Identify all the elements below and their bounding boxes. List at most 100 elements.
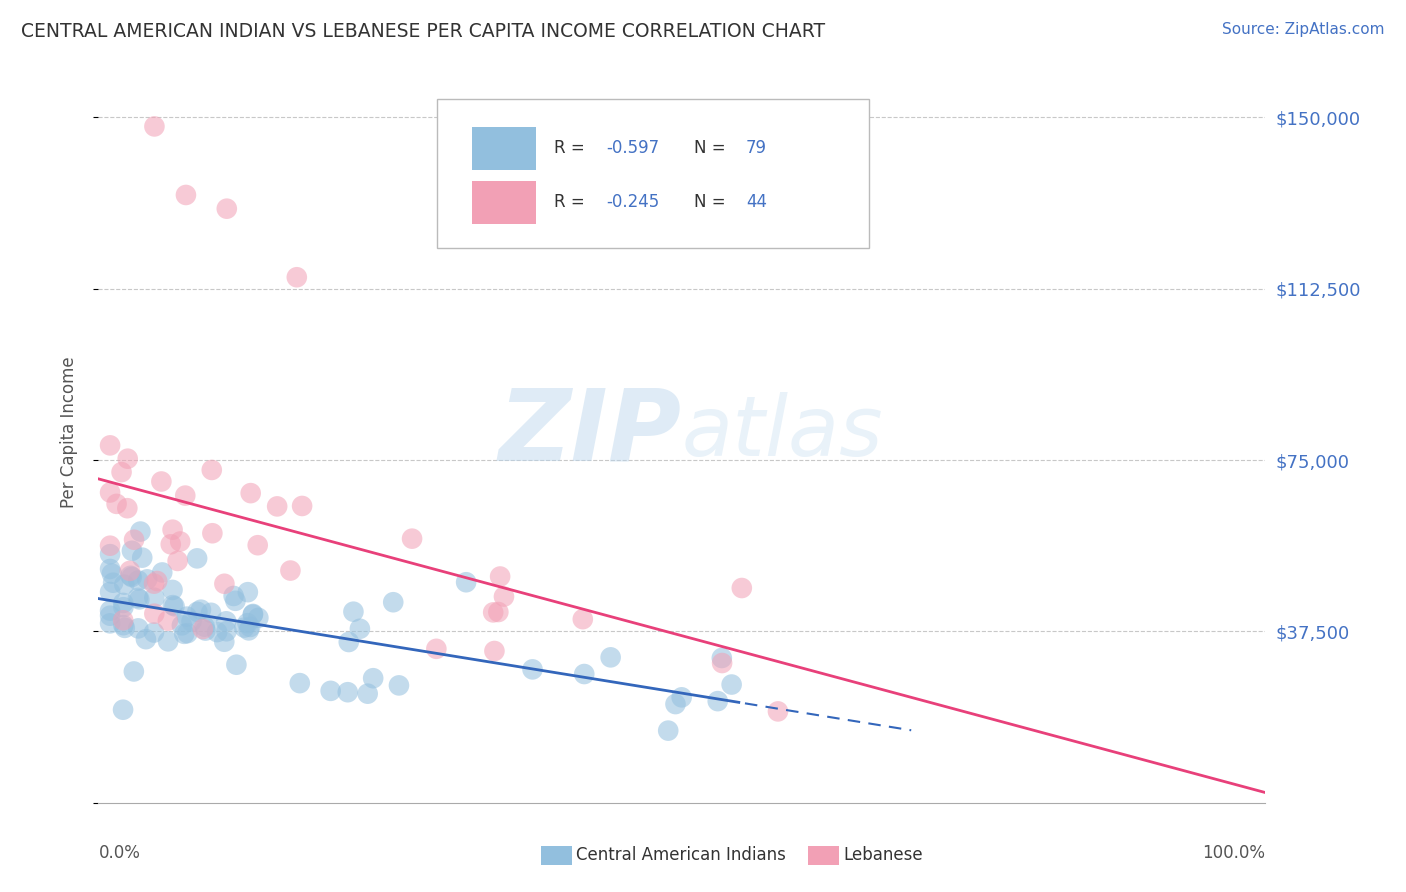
- Point: [98, 604, 121, 618]
- Point: [236, 616, 259, 631]
- Point: [319, 684, 342, 698]
- Point: [120, 569, 142, 583]
- Point: [291, 499, 314, 513]
- Point: [127, 574, 149, 588]
- Text: R =: R =: [554, 139, 589, 157]
- Point: [170, 618, 193, 632]
- Point: [122, 533, 145, 547]
- Point: [194, 620, 217, 634]
- Point: [98, 562, 121, 576]
- Point: [127, 621, 149, 635]
- Point: [266, 500, 288, 514]
- Text: Lebanese: Lebanese: [844, 847, 924, 864]
- Point: [136, 572, 159, 586]
- Point: [176, 626, 198, 640]
- Point: [242, 607, 264, 622]
- Point: [186, 605, 208, 619]
- Point: [191, 622, 214, 636]
- Point: [357, 687, 380, 701]
- Point: [112, 600, 135, 615]
- Point: [122, 665, 145, 679]
- Point: [135, 632, 157, 647]
- Point: [574, 667, 596, 681]
- Point: [224, 594, 246, 608]
- Point: [361, 671, 384, 685]
- Point: [117, 451, 139, 466]
- Point: [711, 656, 734, 670]
- Text: Central American Indians: Central American Indians: [576, 847, 786, 864]
- Point: [173, 627, 195, 641]
- Point: [176, 609, 198, 624]
- Point: [349, 622, 371, 636]
- Point: [425, 641, 447, 656]
- Point: [143, 625, 166, 640]
- Point: [657, 723, 679, 738]
- Point: [236, 585, 259, 599]
- Point: [201, 526, 224, 541]
- Point: [174, 188, 197, 202]
- Point: [98, 539, 121, 553]
- Point: [101, 566, 124, 581]
- Point: [382, 595, 405, 609]
- Point: [156, 614, 179, 628]
- Point: [98, 585, 121, 599]
- Point: [150, 475, 173, 489]
- Y-axis label: Per Capita Income: Per Capita Income: [59, 357, 77, 508]
- Point: [239, 486, 262, 500]
- Point: [166, 554, 188, 568]
- Point: [242, 607, 264, 621]
- Text: atlas: atlas: [682, 392, 883, 473]
- Text: 44: 44: [747, 194, 768, 211]
- Point: [143, 591, 166, 605]
- Point: [280, 564, 302, 578]
- Point: [128, 592, 150, 607]
- Point: [117, 501, 139, 516]
- Point: [162, 582, 184, 597]
- Point: [342, 605, 364, 619]
- Point: [456, 575, 478, 590]
- Text: N =: N =: [693, 139, 731, 157]
- Text: R =: R =: [554, 194, 589, 211]
- Point: [766, 705, 789, 719]
- Point: [129, 524, 152, 539]
- FancyBboxPatch shape: [437, 99, 869, 247]
- FancyBboxPatch shape: [472, 127, 536, 169]
- Text: 0.0%: 0.0%: [98, 844, 141, 862]
- Point: [121, 543, 143, 558]
- Point: [112, 596, 135, 610]
- Point: [401, 532, 423, 546]
- Point: [388, 678, 411, 692]
- Text: N =: N =: [693, 194, 731, 211]
- Point: [225, 657, 247, 672]
- Point: [337, 635, 360, 649]
- Point: [159, 537, 181, 551]
- Point: [336, 685, 359, 699]
- Point: [98, 616, 121, 631]
- Point: [190, 603, 212, 617]
- Point: [163, 599, 186, 614]
- Point: [118, 564, 141, 578]
- Point: [572, 612, 595, 626]
- Point: [706, 694, 728, 708]
- Point: [214, 576, 236, 591]
- Point: [486, 605, 509, 619]
- Point: [127, 591, 149, 605]
- Point: [492, 590, 515, 604]
- Point: [180, 615, 202, 629]
- Point: [186, 551, 208, 566]
- Point: [215, 624, 238, 639]
- Point: [121, 570, 143, 584]
- Point: [112, 703, 135, 717]
- Point: [174, 489, 197, 503]
- Point: [201, 463, 224, 477]
- Point: [143, 576, 166, 591]
- Point: [98, 485, 121, 500]
- Text: CENTRAL AMERICAN INDIAN VS LEBANESE PER CAPITA INCOME CORRELATION CHART: CENTRAL AMERICAN INDIAN VS LEBANESE PER …: [21, 22, 825, 41]
- Point: [98, 547, 121, 561]
- Text: 79: 79: [747, 139, 768, 157]
- Point: [162, 598, 184, 612]
- Point: [205, 625, 228, 640]
- Point: [215, 202, 238, 216]
- FancyBboxPatch shape: [472, 181, 536, 224]
- Point: [246, 538, 269, 552]
